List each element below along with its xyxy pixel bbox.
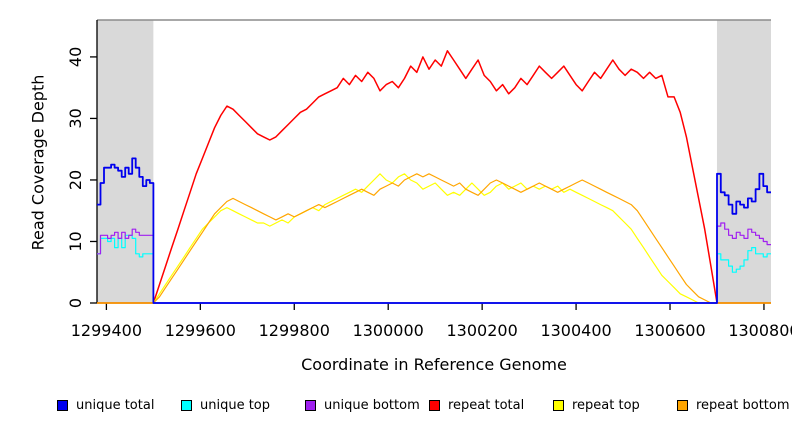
series-line-repeat-total bbox=[97, 50, 771, 304]
y-tick-label: 40 bbox=[66, 47, 85, 67]
legend-label: unique top bbox=[200, 398, 271, 413]
shaded-region bbox=[97, 20, 154, 303]
legend-item-unique-top: unique top bbox=[181, 398, 305, 413]
y-tick-label: 0 bbox=[66, 298, 85, 308]
y-axis-title: Read Coverage Depth bbox=[28, 74, 48, 251]
x-tick-label: 1300600 bbox=[634, 321, 705, 340]
shaded-region bbox=[716, 20, 771, 303]
x-axis-title: Coordinate in Reference Genome bbox=[301, 355, 567, 374]
legend-swatch-repeat-bottom bbox=[677, 400, 688, 411]
y-tick-label: 10 bbox=[66, 231, 85, 251]
legend-item-unique-total: unique total bbox=[57, 398, 181, 413]
legend-label: unique bottom bbox=[324, 398, 420, 413]
legend-swatch-repeat-top bbox=[553, 400, 564, 411]
x-tick-label: 1300000 bbox=[353, 321, 424, 340]
series-line-repeat-top bbox=[97, 173, 771, 304]
legend-item-repeat-total: repeat total bbox=[429, 398, 553, 413]
x-tick-label: 1300400 bbox=[540, 321, 611, 340]
y-tick-label: 20 bbox=[66, 170, 85, 190]
legend-swatch-unique-top bbox=[181, 400, 192, 411]
x-tick-label: 1300200 bbox=[447, 321, 518, 340]
series-line-unique-top bbox=[97, 234, 771, 304]
legend: unique total unique top unique bottom repea… bbox=[57, 398, 792, 413]
legend-item-unique-bottom: unique bottom bbox=[305, 398, 429, 413]
legend-swatch-repeat-total bbox=[429, 400, 440, 411]
legend-label: unique total bbox=[76, 398, 155, 413]
series-line-repeat-bottom bbox=[97, 173, 771, 304]
legend-item-repeat-top: repeat top bbox=[553, 398, 677, 413]
legend-label: repeat bottom bbox=[696, 398, 790, 413]
x-tick-label: 1299600 bbox=[165, 321, 236, 340]
legend-swatch-unique-total bbox=[57, 400, 68, 411]
x-tick-label: 1299400 bbox=[71, 321, 142, 340]
legend-item-repeat-bottom: repeat bottom bbox=[677, 398, 792, 413]
y-tick-label: 30 bbox=[66, 108, 85, 128]
series-line-unique-total bbox=[97, 157, 771, 304]
legend-label: repeat top bbox=[572, 398, 640, 413]
x-tick-label: 1299800 bbox=[259, 321, 330, 340]
legend-label: repeat total bbox=[448, 398, 525, 413]
legend-swatch-unique-bottom bbox=[305, 400, 316, 411]
